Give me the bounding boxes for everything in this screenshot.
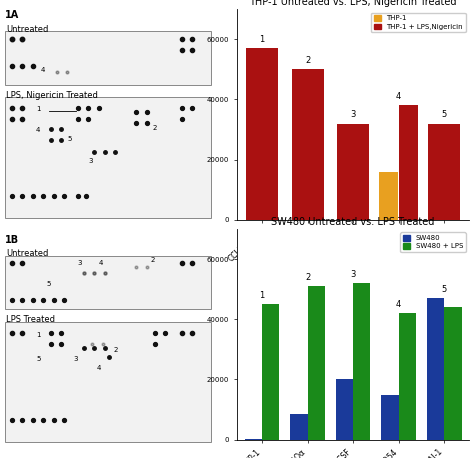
Text: 5: 5 [442,110,447,119]
Text: 4: 4 [40,67,45,73]
Text: 3: 3 [350,270,356,278]
Text: 1: 1 [36,106,40,112]
Text: 4: 4 [396,92,401,101]
FancyBboxPatch shape [5,31,211,85]
Text: 1: 1 [259,35,264,44]
Text: 2: 2 [305,56,310,65]
Text: LPS Treated: LPS Treated [6,315,55,324]
Text: 5: 5 [67,136,72,142]
Bar [290,414,308,440]
Text: Untreated: Untreated [6,249,48,258]
Text: 1: 1 [36,332,40,338]
Legend: THP-1, THP-1 + LPS,Nigericin: THP-1, THP-1 + LPS,Nigericin [371,13,466,33]
Bar [245,439,262,440]
Text: 5: 5 [36,356,40,362]
Bar [308,286,325,440]
Text: 5: 5 [46,281,51,287]
Text: 1B: 1B [5,234,19,245]
Bar [292,69,324,220]
FancyBboxPatch shape [5,322,211,442]
Text: 5: 5 [442,285,447,294]
Bar [337,124,369,220]
Text: 3: 3 [78,261,82,267]
Text: 4: 4 [396,300,401,309]
Text: 1: 1 [259,291,264,300]
Text: 2: 2 [153,125,157,131]
Text: 2: 2 [151,257,155,263]
Text: 4: 4 [97,365,101,371]
Title: THP-1 Untreated vs. LPS, Nigericin Treated: THP-1 Untreated vs. LPS, Nigericin Treat… [249,0,457,7]
FancyBboxPatch shape [5,97,211,218]
Bar [428,124,460,220]
Legend: SW480, SW480 + LPS: SW480, SW480 + LPS [401,233,466,252]
Bar [353,283,371,440]
Text: 4: 4 [36,127,40,133]
Text: 3: 3 [88,158,92,164]
Text: 3: 3 [73,356,78,362]
Text: 3: 3 [350,110,356,119]
Title: SW480 Untreated vs. LPS Treated: SW480 Untreated vs. LPS Treated [272,217,435,227]
Text: 4: 4 [99,261,103,267]
Bar [427,298,444,440]
Bar [382,394,399,440]
Bar [336,380,353,440]
Text: 2: 2 [113,347,118,353]
Bar [246,48,278,220]
Text: 1A: 1A [5,10,19,20]
Bar [399,105,418,220]
Text: Untreated: Untreated [6,25,48,33]
FancyBboxPatch shape [5,256,211,310]
Text: LPS, Nigericin Treated: LPS, Nigericin Treated [6,91,98,99]
Bar [262,304,279,440]
Bar [444,307,462,440]
Text: 2: 2 [305,273,310,282]
Bar [379,172,398,220]
Bar [399,313,416,440]
